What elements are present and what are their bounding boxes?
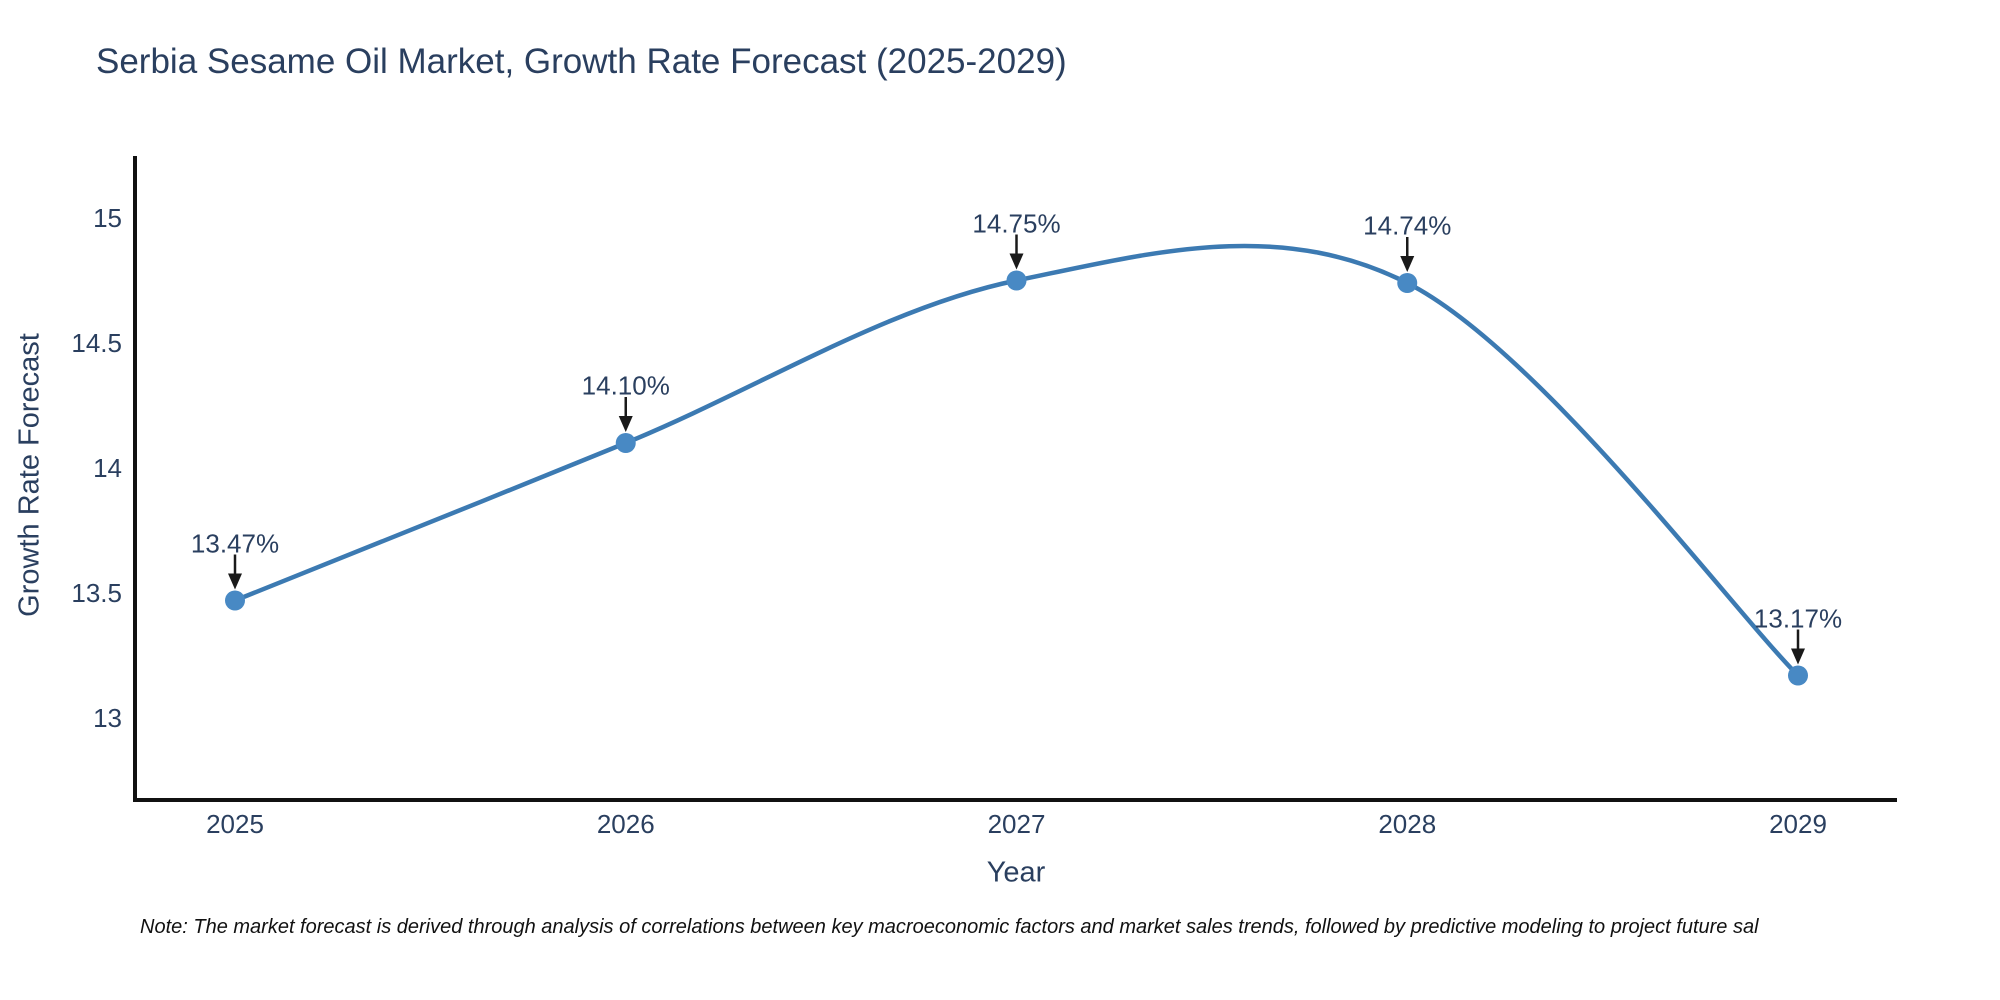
annotation-arrowhead bbox=[1400, 256, 1415, 272]
data-point-marker bbox=[1788, 665, 1808, 686]
annotation-arrowhead bbox=[228, 573, 242, 590]
y-tick-label: 14.5 bbox=[71, 328, 122, 358]
x-tick-label: 2027 bbox=[987, 809, 1046, 839]
data-point-marker bbox=[1397, 273, 1418, 293]
chart-title: Serbia Sesame Oil Market, Growth Rate Fo… bbox=[96, 42, 1067, 81]
chart-footnote: Note: The market forecast is derived thr… bbox=[140, 916, 1759, 938]
data-line bbox=[234, 243, 1800, 678]
data-point-annotation: 13.47% bbox=[190, 528, 280, 558]
x-axis-title: Year bbox=[986, 856, 1046, 889]
data-point-marker bbox=[1006, 270, 1027, 291]
annotation-arrowhead bbox=[618, 416, 633, 432]
y-tick-label: 14 bbox=[93, 453, 122, 483]
x-tick-label: 2026 bbox=[596, 809, 655, 839]
data-point-annotation: 13.17% bbox=[1753, 603, 1843, 633]
data-point-annotation: 14.74% bbox=[1363, 210, 1452, 241]
data-point-annotation: 14.10% bbox=[581, 370, 670, 401]
y-tick-label: 13 bbox=[93, 703, 122, 733]
annotation-arrowhead bbox=[1791, 648, 1805, 665]
data-point-annotation: 14.75% bbox=[972, 208, 1061, 238]
x-tick-label: 2029 bbox=[1769, 809, 1827, 839]
y-tick-label: 13.5 bbox=[71, 578, 122, 608]
x-tick-label: 2025 bbox=[206, 809, 264, 839]
annotation-arrowhead bbox=[1009, 253, 1024, 270]
data-point-marker bbox=[615, 433, 636, 453]
x-tick-label: 2028 bbox=[1378, 809, 1437, 839]
data-point-marker bbox=[225, 590, 245, 611]
y-tick-label: 15 bbox=[93, 203, 122, 233]
